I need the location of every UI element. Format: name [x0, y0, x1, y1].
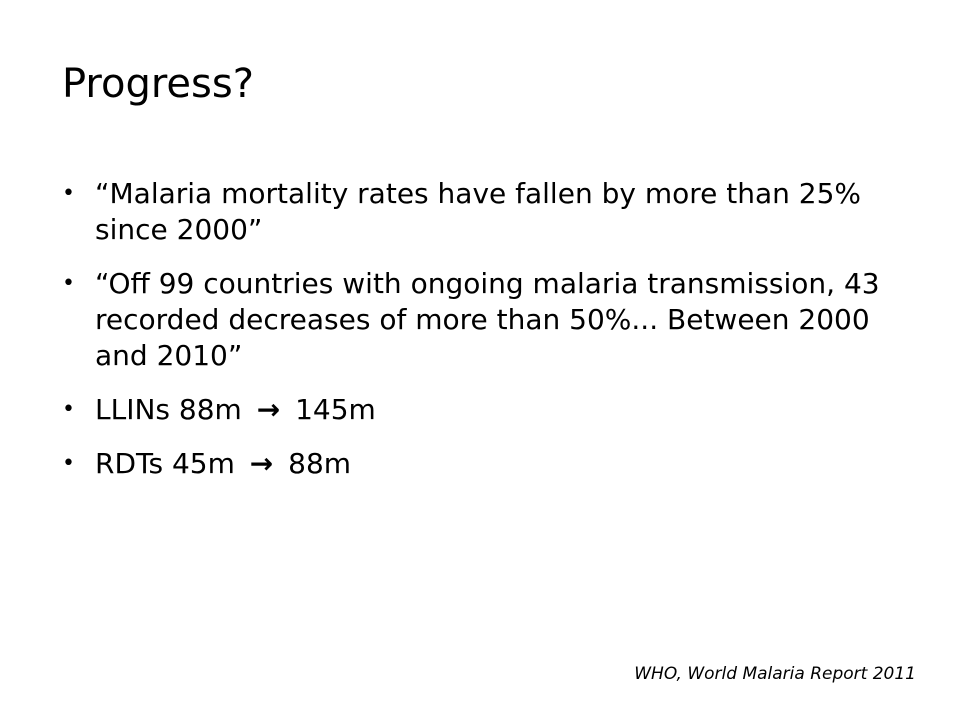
bullet-item: • “Off 99 countries with ongoing malaria…: [62, 266, 892, 374]
bullet-list: • “Malaria mortality rates have fallen b…: [62, 176, 892, 500]
slide-title: Progress?: [62, 61, 254, 107]
bullet-text: “Malaria mortality rates have fallen by …: [95, 177, 862, 246]
bullet-text: “Off 99 countries with ongoing malaria t…: [95, 267, 880, 372]
bullet-icon: •: [62, 271, 75, 296]
rdt-from-text: RDTs 45m: [95, 447, 235, 480]
llin-to-text: 145m: [295, 393, 376, 426]
bullet-icon: •: [62, 451, 75, 476]
arrow-right-icon: →: [249, 447, 274, 480]
bullet-item: • LLINs 88m → 145m: [62, 392, 892, 428]
rdt-to-text: 88m: [288, 447, 352, 480]
arrow-right-icon: →: [256, 393, 281, 426]
llin-from-text: LLINs 88m: [95, 393, 242, 426]
bullet-item: • “Malaria mortality rates have fallen b…: [62, 176, 892, 248]
source-citation: WHO, World Malaria Report 2011: [634, 664, 916, 684]
bullet-icon: •: [62, 397, 75, 422]
bullet-icon: •: [62, 181, 75, 206]
bullet-item: • RDTs 45m → 88m: [62, 446, 892, 482]
